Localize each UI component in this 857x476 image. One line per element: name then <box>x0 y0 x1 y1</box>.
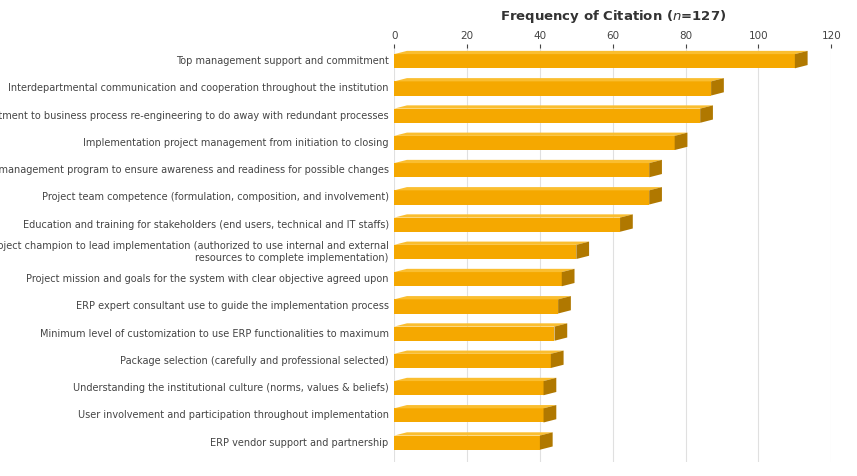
Polygon shape <box>394 269 574 272</box>
Polygon shape <box>394 136 674 150</box>
Polygon shape <box>394 327 554 341</box>
Polygon shape <box>711 78 724 96</box>
Polygon shape <box>394 51 807 54</box>
Polygon shape <box>674 133 687 150</box>
Polygon shape <box>394 133 687 136</box>
Polygon shape <box>558 296 571 314</box>
Polygon shape <box>394 218 620 232</box>
Polygon shape <box>394 78 724 81</box>
Polygon shape <box>394 109 700 123</box>
Polygon shape <box>394 408 543 423</box>
Polygon shape <box>394 350 564 354</box>
Polygon shape <box>700 105 713 123</box>
Polygon shape <box>394 190 650 205</box>
Polygon shape <box>554 323 567 341</box>
Polygon shape <box>394 54 794 69</box>
Polygon shape <box>562 269 574 286</box>
Polygon shape <box>394 187 662 190</box>
Polygon shape <box>394 405 556 408</box>
Polygon shape <box>394 436 540 450</box>
Polygon shape <box>394 245 576 259</box>
Polygon shape <box>394 163 650 177</box>
Polygon shape <box>394 105 713 109</box>
Polygon shape <box>551 350 564 368</box>
Polygon shape <box>394 323 567 327</box>
Polygon shape <box>576 242 589 259</box>
Polygon shape <box>543 378 556 395</box>
Polygon shape <box>794 51 807 69</box>
Title: Frequency of Citation ($\it{n}$=127): Frequency of Citation ($\it{n}$=127) <box>500 8 726 25</box>
Polygon shape <box>394 242 589 245</box>
Polygon shape <box>543 405 556 423</box>
Polygon shape <box>540 432 553 450</box>
Polygon shape <box>394 299 558 314</box>
Polygon shape <box>394 354 551 368</box>
Polygon shape <box>394 432 553 436</box>
Polygon shape <box>394 214 632 218</box>
Polygon shape <box>394 81 711 96</box>
Polygon shape <box>394 381 543 395</box>
Polygon shape <box>650 187 662 205</box>
Polygon shape <box>394 296 571 299</box>
Polygon shape <box>394 272 562 286</box>
Polygon shape <box>394 378 556 381</box>
Polygon shape <box>650 160 662 177</box>
Polygon shape <box>620 214 632 232</box>
Polygon shape <box>394 160 662 163</box>
